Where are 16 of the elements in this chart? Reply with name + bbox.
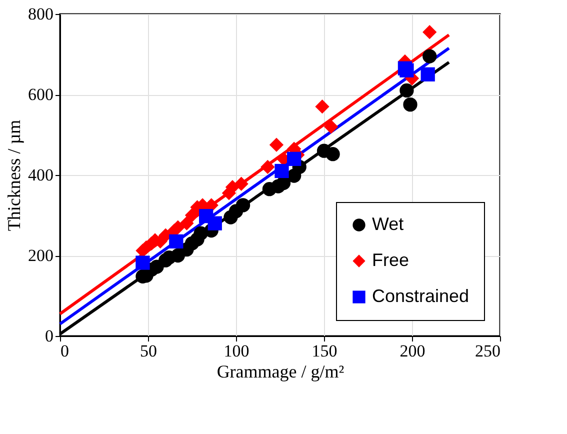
x-tick-label: 200 [400, 342, 426, 360]
x-tick-label: 250 [475, 342, 500, 360]
y-tick-label: 400 [28, 166, 54, 184]
x-tick-label: 150 [312, 342, 338, 360]
legend-label: Free [372, 250, 410, 270]
x-tick-label: 0 [60, 342, 69, 360]
x-tick-label: 100 [224, 342, 250, 360]
y-axis-title: Thickness / µm [4, 120, 24, 232]
y-tick-label: 0 [45, 326, 54, 346]
legend-label: Constrained [372, 286, 470, 306]
y-tick-label: 600 [28, 85, 54, 104]
x-axis-title: Grammage / g/m² [216, 362, 344, 382]
y-tick-label: 800 [28, 4, 54, 24]
x-tick-label: 50 [140, 342, 157, 360]
legend-label: Wet [372, 214, 404, 234]
y-tick-label: 200 [28, 246, 54, 265]
